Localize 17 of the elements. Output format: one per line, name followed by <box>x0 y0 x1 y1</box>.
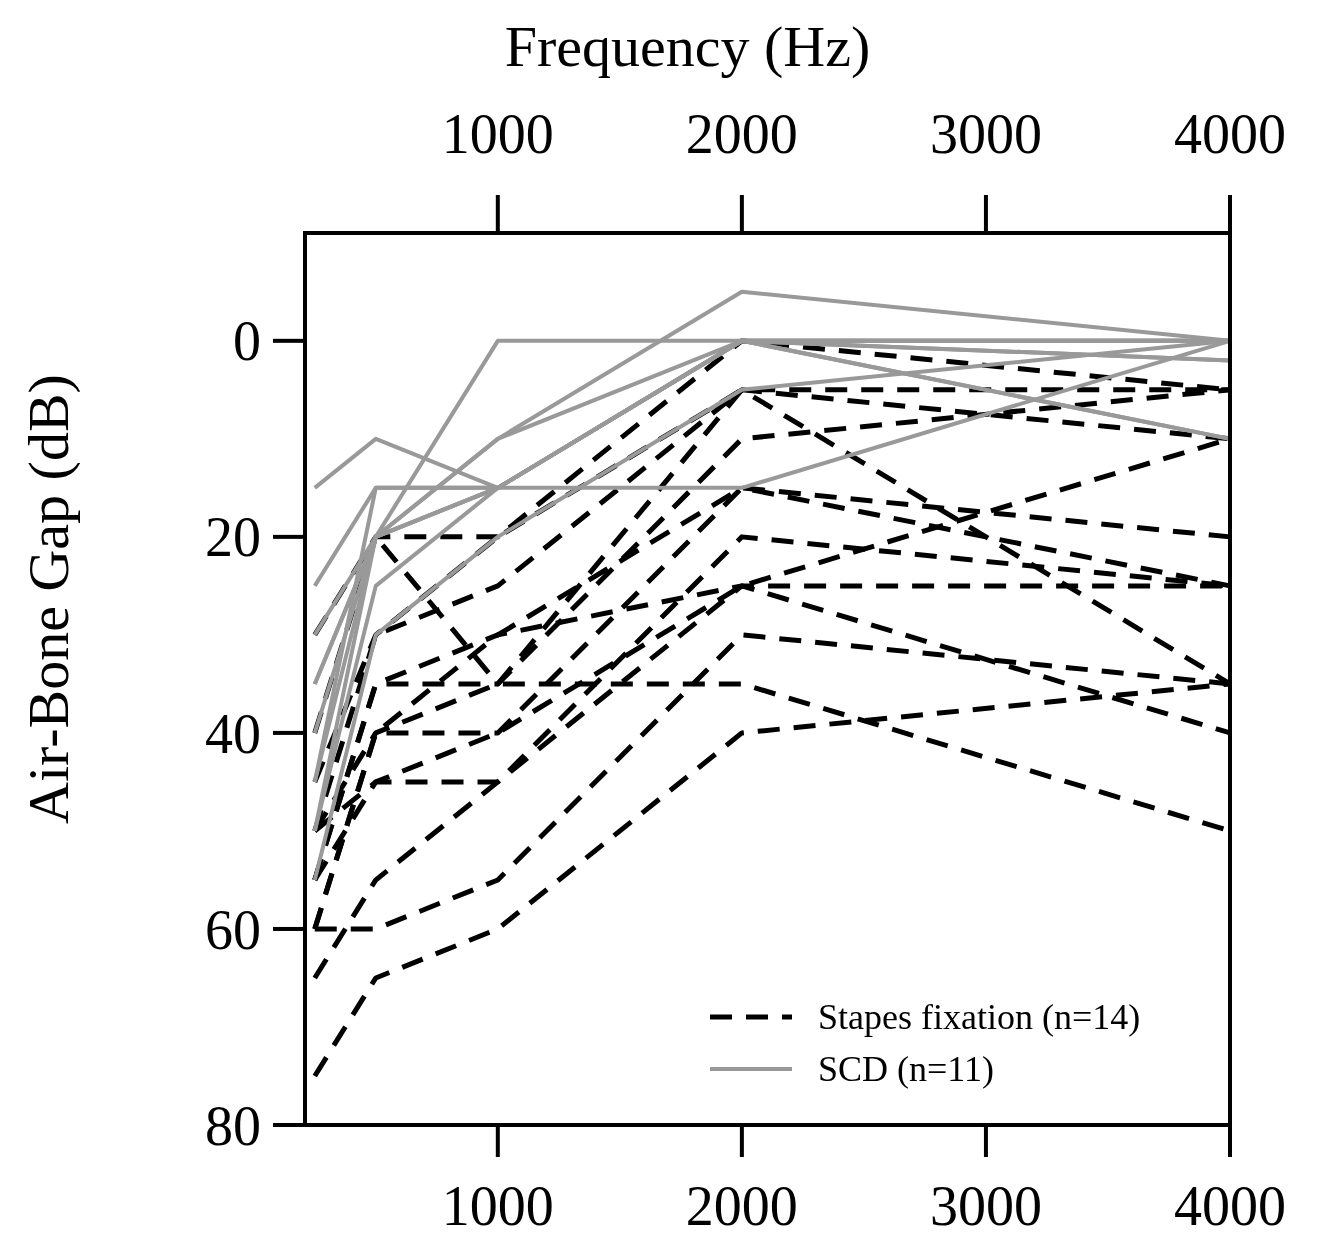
x2-tick-label: 1000 <box>441 103 554 165</box>
x2-tick-label: 4000 <box>1174 103 1286 165</box>
legend-label: SCD (n=11) <box>818 1049 994 1089</box>
x-tick-label: 2000 <box>685 1175 798 1237</box>
x2-tick-label: 3000 <box>929 103 1042 165</box>
legend-label: Stapes fixation (n=14) <box>818 997 1141 1037</box>
y-axis-title: Air-Bone Gap (dB) <box>16 374 81 824</box>
y-tick-label: 80 <box>205 1094 261 1157</box>
x2-axis-title: Frequency (Hz) <box>504 14 871 79</box>
y-tick-label: 60 <box>205 898 261 961</box>
x-tick-label: 1000 <box>441 1175 554 1237</box>
x2-tick-label: 2000 <box>685 103 798 165</box>
x-tick-label: 4000 <box>1174 1175 1286 1237</box>
y-tick-label: 20 <box>205 506 261 569</box>
y-tick-label: 40 <box>205 702 261 765</box>
y-tick-label: 0 <box>233 310 261 373</box>
x-tick-label: 3000 <box>929 1175 1042 1237</box>
